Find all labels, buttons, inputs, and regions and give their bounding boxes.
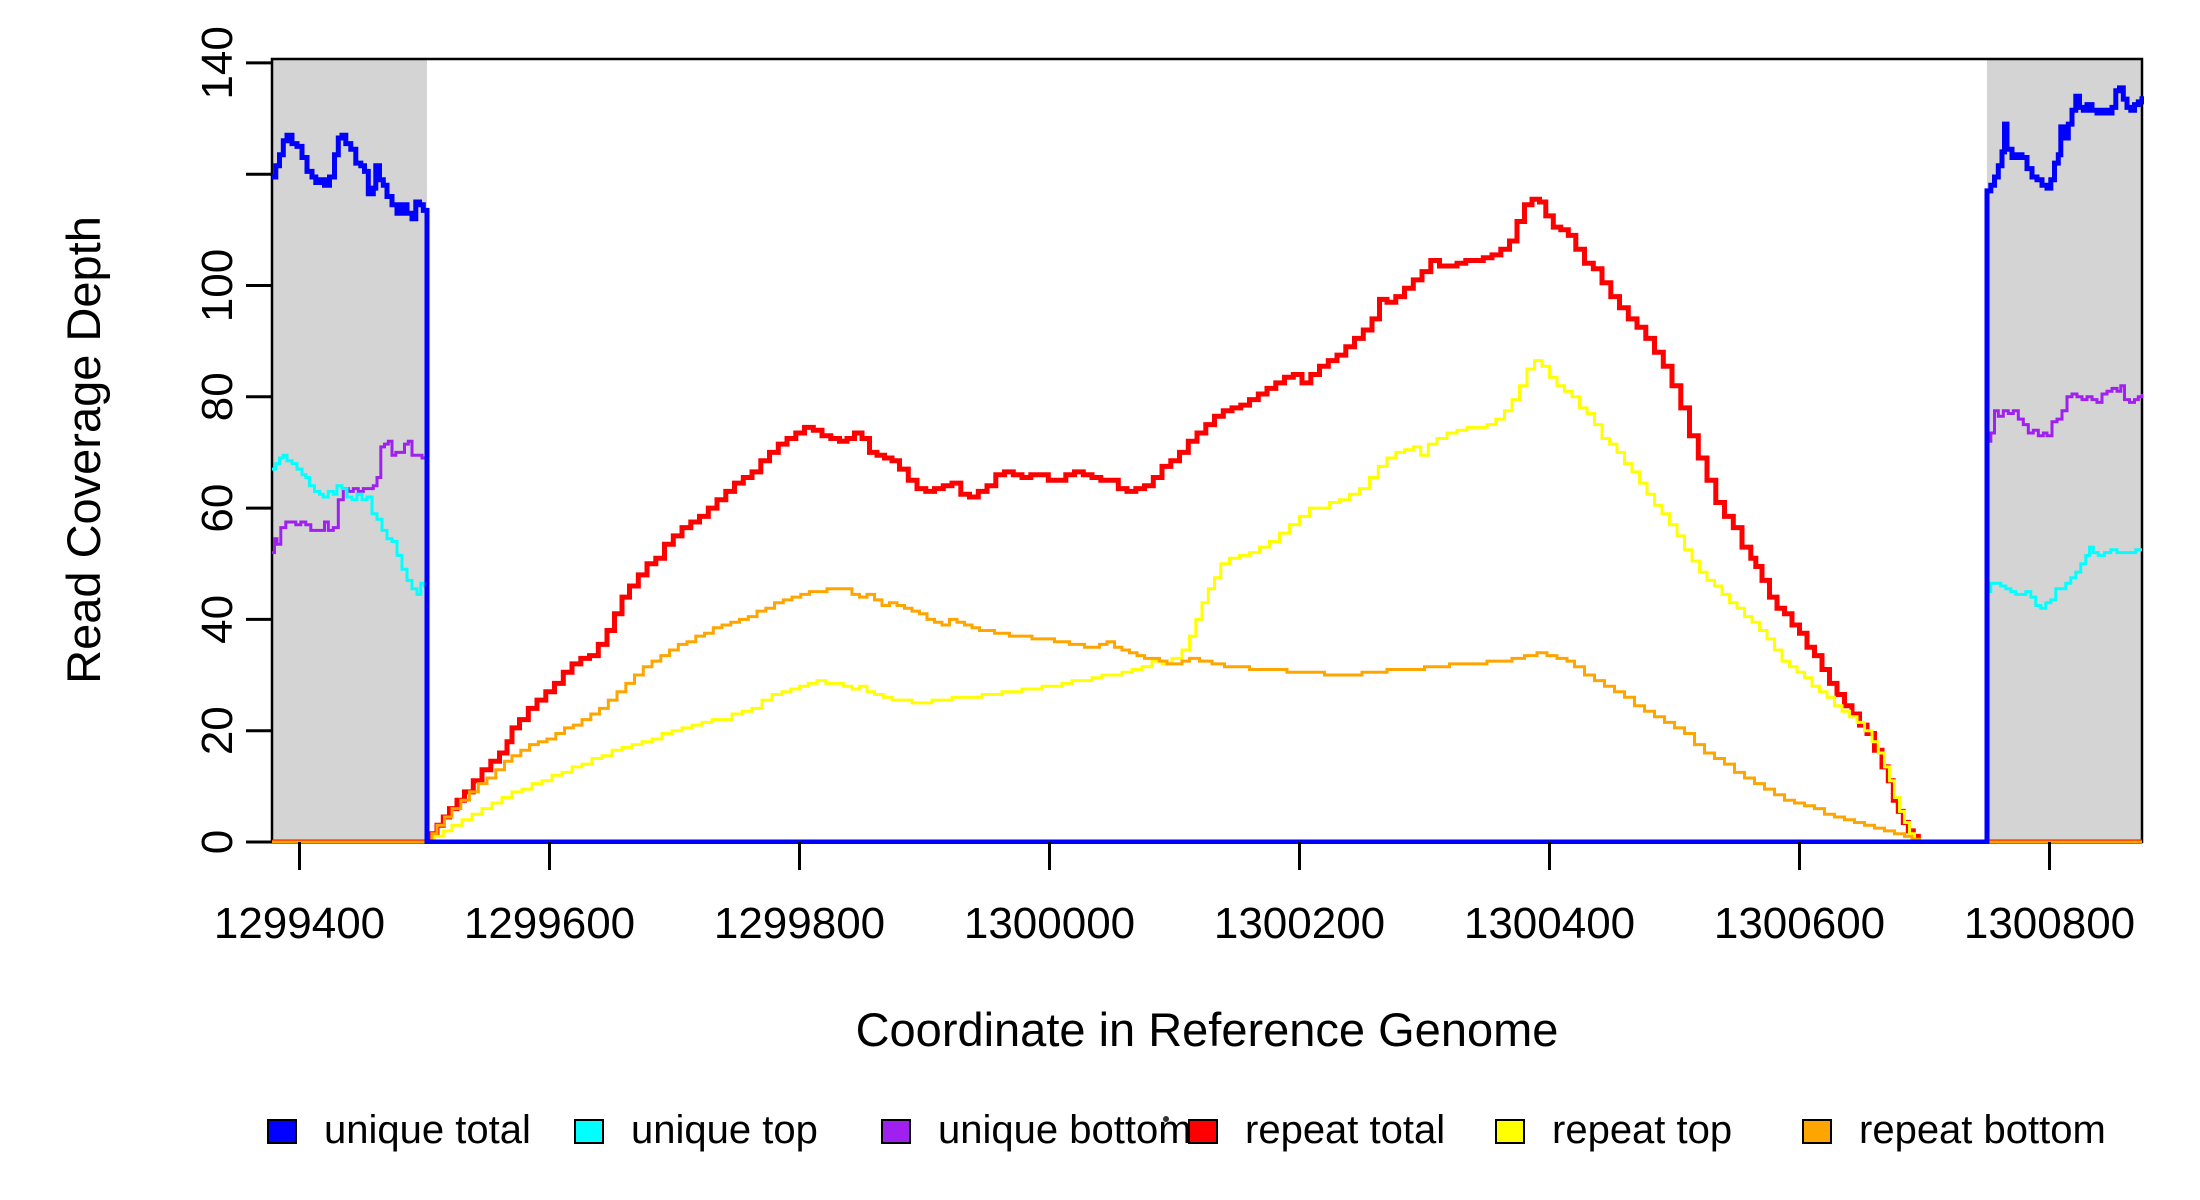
y-tick-label: 0 xyxy=(193,830,242,854)
y-tick-label: 40 xyxy=(193,595,242,644)
y-axis: 0 20 40 60 80 100 140 xyxy=(193,26,272,854)
shaded-region-unique-flank-right xyxy=(1987,59,2142,842)
legend-item-unique-total: unique total xyxy=(267,1108,531,1152)
y-tick-label: 100 xyxy=(193,249,242,322)
legend-label: repeat bottom xyxy=(1859,1108,2106,1152)
x-tick-label: 1300200 xyxy=(1214,899,1385,948)
legend-item-repeat-total: repeat total xyxy=(1188,1108,1445,1152)
x-tick-label: 1300000 xyxy=(964,899,1135,948)
legend-item-unique-top: unique top xyxy=(574,1108,818,1152)
y-tick-label: 60 xyxy=(193,484,242,533)
x-axis: 1299400 1299600 1299800 1300000 1300200 13004… xyxy=(214,842,2135,948)
legend-swatch xyxy=(1188,1119,1218,1144)
series-line-unique-total xyxy=(272,85,2144,844)
x-tick-label: 1299800 xyxy=(714,899,885,948)
legend-label: unique top xyxy=(631,1108,818,1152)
x-tick-label: 1299400 xyxy=(214,899,385,948)
stray-dot xyxy=(1163,1116,1169,1122)
legend-label: unique bottom xyxy=(938,1108,1192,1152)
legend-swatch xyxy=(1495,1119,1525,1144)
legend-label: repeat top xyxy=(1552,1108,1732,1152)
series-line-repeat-bottom xyxy=(272,587,2142,844)
legend-swatch xyxy=(267,1119,297,1144)
legend-item-repeat-bottom: repeat bottom xyxy=(1802,1108,2106,1152)
legend-swatch xyxy=(574,1119,604,1144)
legend-swatch xyxy=(881,1119,911,1144)
x-tick-label: 1299600 xyxy=(464,899,635,948)
legend-item-repeat-top: repeat top xyxy=(1495,1108,1732,1152)
shaded-region-unique-flank-left xyxy=(272,59,427,842)
series-line-unique-top xyxy=(272,453,2142,844)
legend-item-unique-bottom: unique bottom xyxy=(881,1108,1192,1152)
legend-swatch xyxy=(1802,1119,1832,1144)
legend: unique total unique top unique bottom repea… xyxy=(267,1108,2106,1152)
legend-label: repeat total xyxy=(1245,1108,1445,1152)
series-layer xyxy=(272,85,2144,844)
y-tick-label: 80 xyxy=(193,372,242,421)
shaded-unique-regions xyxy=(272,59,2142,842)
x-tick-label: 1300400 xyxy=(1464,899,1635,948)
x-axis-title: Coordinate in Reference Genome xyxy=(856,1003,1559,1056)
series-line-unique-bottom xyxy=(272,384,2144,844)
series-line-repeat-total xyxy=(272,196,2142,844)
legend-label: unique total xyxy=(324,1108,531,1152)
y-tick-label: 140 xyxy=(193,26,242,99)
x-tick-label: 1300800 xyxy=(1964,899,2135,948)
series-line-repeat-top xyxy=(272,359,2142,844)
y-tick-label: 20 xyxy=(193,706,242,755)
x-tick-label: 1300600 xyxy=(1714,899,1885,948)
y-axis-title: Read Coverage Depth xyxy=(57,216,110,684)
